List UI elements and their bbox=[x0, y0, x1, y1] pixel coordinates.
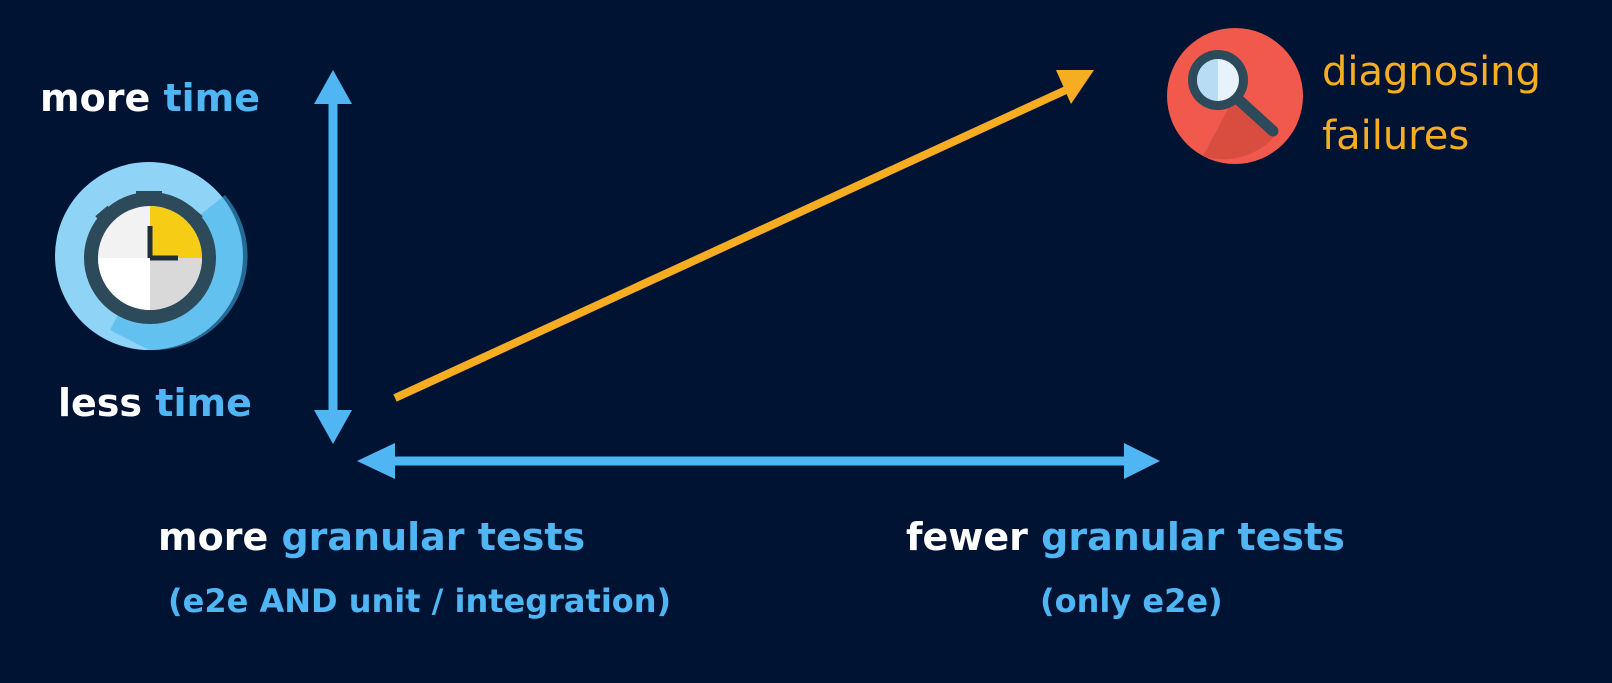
x-axis-left-note: (e2e AND unit / integration) bbox=[168, 582, 672, 620]
x-axis-right-label: fewer granular tests bbox=[906, 515, 1345, 559]
y-axis-top-highlight: time bbox=[163, 76, 261, 120]
trend-label-line2: failures bbox=[1322, 113, 1470, 159]
trend-label-line1: diagnosing bbox=[1322, 49, 1541, 95]
x-axis-right-note: (only e2e) bbox=[1040, 582, 1223, 620]
trend-label: diagnosing failures bbox=[1322, 40, 1541, 168]
y-axis-bottom-label: less time bbox=[58, 381, 252, 425]
y-axis-bottom-prefix: less bbox=[58, 381, 143, 425]
trend-arrow bbox=[393, 70, 1094, 402]
y-axis-top-label: more time bbox=[40, 76, 260, 120]
x-axis-right-highlight: granular tests bbox=[1041, 515, 1345, 559]
horizontal-axis-arrow bbox=[357, 443, 1160, 479]
magnifier-icon bbox=[1167, 28, 1303, 164]
x-axis-right-prefix: fewer bbox=[906, 515, 1028, 559]
y-axis-bottom-highlight: time bbox=[155, 381, 252, 425]
y-axis-top-prefix: more bbox=[40, 76, 151, 120]
x-axis-left-label: more granular tests bbox=[158, 515, 585, 559]
stopwatch-icon bbox=[55, 162, 248, 351]
x-axis-left-highlight: granular tests bbox=[281, 515, 586, 559]
x-axis-left-prefix: more bbox=[158, 515, 269, 559]
vertical-axis-arrow bbox=[314, 70, 352, 444]
